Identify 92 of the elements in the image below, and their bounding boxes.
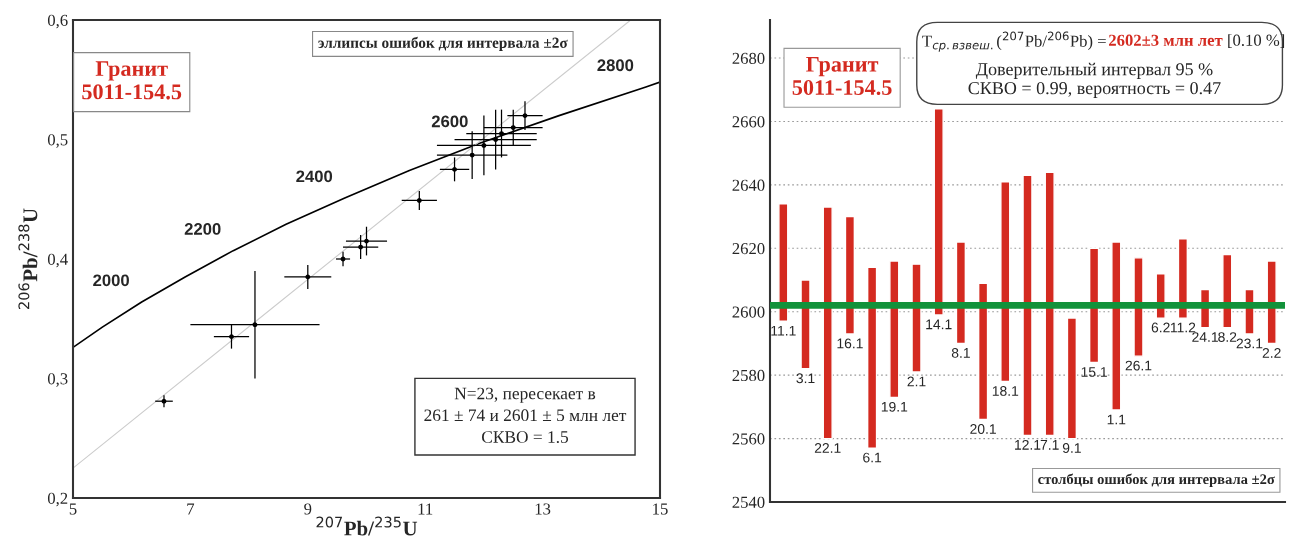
x-tick-label: 23.1 [1236, 338, 1263, 349]
y-tick-label: 0,2 [47, 492, 68, 507]
y-tick-label: 0,3 [47, 373, 68, 387]
point [161, 398, 167, 404]
point [469, 152, 475, 158]
x-tick-label: 12.1 [1015, 439, 1041, 450]
annotation: 2200 [184, 223, 221, 235]
x-tick-label: 6.1 [863, 452, 882, 463]
line-series [73, 81, 660, 349]
x-tick-label: 9 [304, 503, 312, 515]
point [229, 334, 234, 340]
bar [977, 282, 989, 421]
bar [1111, 241, 1122, 411]
y-tick-label: 2600 [732, 306, 765, 318]
y-tick-label: 2560 [732, 433, 765, 445]
bar [866, 266, 878, 449]
x-tick-label: 20.1 [970, 424, 996, 434]
x-tick-label: 8.2 [1218, 332, 1237, 342]
bar [1000, 181, 1011, 383]
y-tick-label: 2660 [732, 116, 765, 128]
annotation: T$_{ср.взвеш.}$($^{207}$Pb/$^{206}$Pb) = [922, 31, 1106, 52]
x-tick-label: 8.1 [951, 347, 970, 358]
point [493, 137, 499, 142]
annotation: 2800 [597, 59, 634, 72]
x-axis-title: $^{207}$Pb/$^{235}$U [316, 516, 418, 536]
y-tick-label: 0,5 [47, 134, 68, 148]
x-tick-label: 18.1 [992, 386, 1019, 396]
x-tick-label: 11 [418, 503, 433, 515]
y-tick-label: 2680 [732, 52, 765, 64]
point [452, 166, 457, 172]
x-tick-label: 9.1 [1062, 443, 1081, 453]
annotation: 2400 [296, 170, 333, 183]
x-tick-label: 14.1 [926, 319, 952, 330]
y-tick-label: 2640 [732, 179, 765, 191]
x-tick-label: 19.1 [881, 401, 908, 412]
bar [1177, 238, 1189, 319]
x-tick-label: 5 [69, 503, 77, 515]
y-tick-label: 2580 [732, 369, 765, 382]
y-tick-label: 0,6 [47, 14, 68, 29]
annotation: 2600 [431, 115, 468, 128]
bar [1266, 260, 1277, 345]
x-tick-label: 16.1 [837, 338, 863, 349]
x-tick-label: 26.1 [1125, 360, 1152, 371]
point [416, 198, 422, 203]
y-tick-label: 2540 [732, 496, 765, 508]
x-tick-label: 15.1 [1081, 367, 1107, 377]
y-axis-title: $^{206}$Pb/$^{238}$U [18, 208, 38, 309]
annotation: эллипсы ошибок для интервала ±2σ [318, 36, 568, 51]
point [364, 238, 369, 244]
x-tick-label: 22.1 [814, 443, 841, 453]
bar [889, 260, 900, 399]
bar [955, 241, 967, 345]
point [358, 244, 364, 250]
x-tick-label: 24.1 [1192, 332, 1218, 342]
annotation: СКВО = 0.99, вероятность = 0.47 [968, 82, 1221, 98]
point [522, 113, 528, 118]
x-tick-label: 1.1 [1107, 414, 1126, 425]
x-tick-label: 7 [187, 503, 195, 515]
x-tick-label: 3.1 [796, 373, 815, 384]
annotation: N=23, пересекает в 261 ± 74 и 2601 ± 5 млн лет СКВО = 1.5 [424, 387, 627, 443]
annotation: Доверительный интервал 95 % [975, 62, 1213, 79]
point [305, 274, 311, 280]
annotation: столбцы ошибок для интервала ±2σ [1038, 473, 1275, 488]
bar [1044, 171, 1055, 437]
y-tick-label: 2620 [732, 243, 765, 255]
point [252, 322, 258, 328]
x-tick-label: 2.2 [1262, 347, 1281, 358]
x-tick-label: 6.2 [1151, 322, 1170, 333]
bar [1133, 257, 1144, 357]
bar [844, 215, 856, 335]
point [510, 125, 516, 130]
annotation: Гранит 5011-154.5 [82, 61, 182, 100]
x-tick-label: 7.1 [1040, 440, 1059, 450]
bar [1022, 174, 1033, 437]
x-tick-label: 11.1 [771, 325, 796, 336]
x-tick-label: 15 [653, 503, 668, 515]
bar [778, 203, 789, 322]
x-tick-label: 2.1 [907, 376, 926, 387]
bar [800, 279, 811, 370]
point [499, 131, 504, 136]
bar [822, 206, 833, 440]
bar [911, 263, 922, 373]
bar [1066, 317, 1078, 440]
x-tick-label: 13 [535, 503, 551, 515]
bar [933, 108, 944, 316]
point [481, 143, 487, 148]
x-tick-label: 11.2 [1170, 322, 1196, 333]
annotation: 2000 [93, 274, 129, 287]
y-tick-label: 0,4 [47, 253, 68, 268]
bar [1088, 247, 1100, 364]
annotation: Гранит 5011-154.5 [792, 57, 892, 96]
annotation: 2602±3 млн лет [1109, 34, 1223, 46]
